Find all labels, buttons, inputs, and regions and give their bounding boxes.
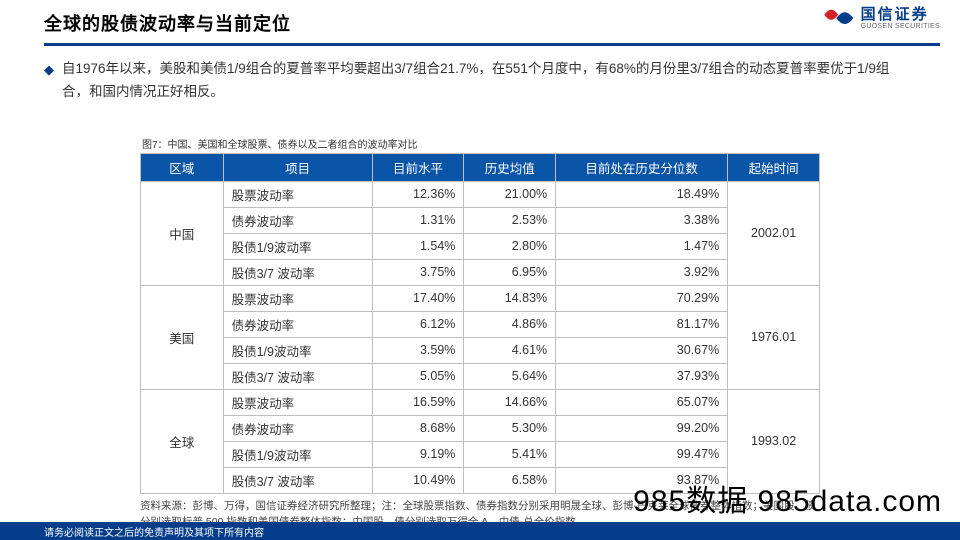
table-row: 美国股票波动率17.40%14.83%70.29%1976.01 (141, 285, 820, 311)
cell-region: 全球 (141, 389, 224, 493)
cell-item: 股债1/9波动率 (223, 337, 372, 363)
cell-average: 2.80% (464, 233, 556, 259)
cell-item: 股债3/7 波动率 (223, 363, 372, 389)
cell-region: 中国 (141, 181, 224, 285)
cell-item: 债券波动率 (223, 207, 372, 233)
brand-logo: 国信证券 GUOSEN SECURITIES (821, 6, 940, 32)
paragraph-text: 自1976年以来，美股和美债1/9组合的夏普率平均要超出3/7组合21.7%，在… (62, 58, 916, 104)
watermark-text: 985数据 985data.com (633, 476, 942, 520)
cell-percentile: 99.20% (556, 415, 728, 441)
logo-text: 国信证券 GUOSEN SECURITIES (861, 7, 940, 30)
logo-icon (821, 6, 855, 32)
cell-average: 4.86% (464, 311, 556, 337)
cell-average: 14.83% (464, 285, 556, 311)
figure-caption: 图7：中国、美国和全球股票、债券以及二者组合的波动率对比 (142, 136, 820, 151)
cell-average: 6.95% (464, 259, 556, 285)
cell-current: 8.68% (372, 415, 464, 441)
cell-percentile: 30.67% (556, 337, 728, 363)
col-pct: 目前处在历史分位数 (556, 153, 728, 181)
cell-current: 5.05% (372, 363, 464, 389)
cell-percentile: 3.38% (556, 207, 728, 233)
table-header-row: 区域 项目 目前水平 历史均值 目前处在历史分位数 起始时间 (141, 153, 820, 181)
cell-current: 3.75% (372, 259, 464, 285)
cell-item: 股债3/7 波动率 (223, 259, 372, 285)
page-footer: 请务必阅读正文之后的免责声明及其项下所有内容 (0, 522, 960, 540)
cell-percentile: 65.07% (556, 389, 728, 415)
footer-text: 请务必阅读正文之后的免责声明及其项下所有内容 (44, 528, 264, 539)
table-row: 股债1/9波动率9.19%5.41%99.47% (141, 441, 820, 467)
bullet-icon: ◆ (44, 58, 54, 104)
table-row: 股债1/9波动率3.59%4.61%30.67% (141, 337, 820, 363)
cell-item: 股票波动率 (223, 285, 372, 311)
title-underline (44, 43, 940, 46)
cell-region: 美国 (141, 285, 224, 389)
table-row: 债券波动率1.31%2.53%3.38% (141, 207, 820, 233)
cell-current: 1.54% (372, 233, 464, 259)
cell-percentile: 99.47% (556, 441, 728, 467)
cell-percentile: 70.29% (556, 285, 728, 311)
cell-average: 5.41% (464, 441, 556, 467)
cell-average: 21.00% (464, 181, 556, 207)
cell-percentile: 18.49% (556, 181, 728, 207)
cell-current: 12.36% (372, 181, 464, 207)
cell-average: 5.64% (464, 363, 556, 389)
cell-average: 14.66% (464, 389, 556, 415)
cell-current: 17.40% (372, 285, 464, 311)
cell-item: 股债1/9波动率 (223, 441, 372, 467)
cell-start: 2002.01 (728, 181, 820, 285)
cell-item: 股票波动率 (223, 389, 372, 415)
col-item: 项目 (223, 153, 372, 181)
cell-percentile: 1.47% (556, 233, 728, 259)
cell-current: 10.49% (372, 467, 464, 493)
cell-average: 4.61% (464, 337, 556, 363)
cell-item: 股票波动率 (223, 181, 372, 207)
cell-current: 16.59% (372, 389, 464, 415)
logo-cn: 国信证券 (861, 7, 940, 23)
page-title: 全球的股债波动率与当前定位 (44, 10, 940, 36)
col-cur: 目前水平 (372, 153, 464, 181)
table-row: 股债3/7 波动率3.75%6.95%3.92% (141, 259, 820, 285)
cell-current: 3.59% (372, 337, 464, 363)
cell-current: 9.19% (372, 441, 464, 467)
cell-item: 债券波动率 (223, 311, 372, 337)
col-region: 区域 (141, 153, 224, 181)
cell-start: 1976.01 (728, 285, 820, 389)
logo-en: GUOSEN SECURITIES (861, 23, 940, 30)
page-header: 全球的股债波动率与当前定位 国信证券 GUOSEN SECURITIES (0, 0, 960, 46)
volatility-table: 区域 项目 目前水平 历史均值 目前处在历史分位数 起始时间 中国股票波动率12… (140, 153, 820, 494)
table-row: 股债3/7 波动率5.05%5.64%37.93% (141, 363, 820, 389)
cell-average: 2.53% (464, 207, 556, 233)
cell-percentile: 81.17% (556, 311, 728, 337)
table-row: 股债1/9波动率1.54%2.80%1.47% (141, 233, 820, 259)
cell-item: 股债1/9波动率 (223, 233, 372, 259)
cell-average: 5.30% (464, 415, 556, 441)
cell-percentile: 3.92% (556, 259, 728, 285)
table-row: 全球股票波动率16.59%14.66%65.07%1993.02 (141, 389, 820, 415)
cell-current: 6.12% (372, 311, 464, 337)
cell-item: 债券波动率 (223, 415, 372, 441)
col-avg: 历史均值 (464, 153, 556, 181)
cell-current: 1.31% (372, 207, 464, 233)
cell-percentile: 37.93% (556, 363, 728, 389)
figure-block: 图7：中国、美国和全球股票、债券以及二者组合的波动率对比 区域 项目 目前水平 … (140, 136, 820, 531)
table-row: 债券波动率6.12%4.86%81.17% (141, 311, 820, 337)
table-row: 中国股票波动率12.36%21.00%18.49%2002.01 (141, 181, 820, 207)
cell-item: 股债3/7 波动率 (223, 467, 372, 493)
table-row: 债券波动率8.68%5.30%99.20% (141, 415, 820, 441)
body-paragraph: ◆ 自1976年以来，美股和美债1/9组合的夏普率平均要超出3/7组合21.7%… (0, 46, 960, 104)
cell-average: 6.58% (464, 467, 556, 493)
col-start: 起始时间 (728, 153, 820, 181)
